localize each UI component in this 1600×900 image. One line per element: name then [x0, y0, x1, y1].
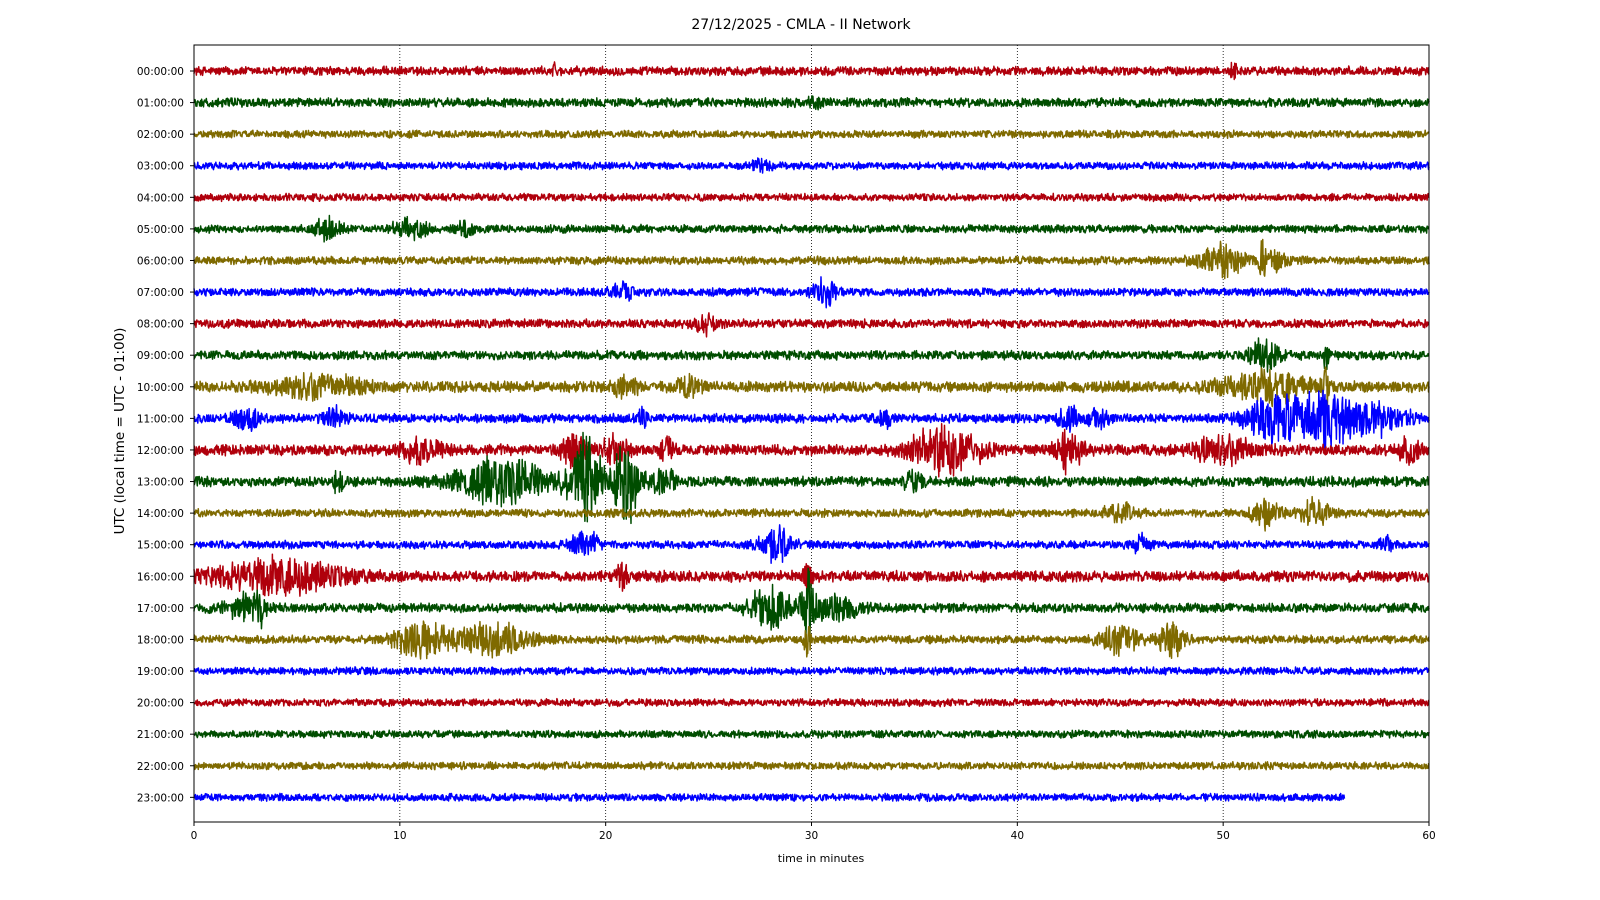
- trace-line: [193, 431, 1430, 525]
- y-tick-label: 10:00:00: [137, 382, 184, 394]
- y-tick-label: 20:00:00: [137, 698, 184, 710]
- y-tick-label: 11:00:00: [137, 413, 184, 425]
- y-tick-label: 02:00:00: [137, 129, 184, 141]
- x-tick-label: 50: [1216, 830, 1229, 842]
- y-tick-label: 08:00:00: [137, 319, 184, 331]
- y-tick-label: 07:00:00: [137, 287, 184, 299]
- trace-line: [193, 389, 1430, 455]
- trace-line: [193, 157, 1430, 174]
- y-tick-label: 00:00:00: [137, 66, 184, 78]
- trace-line: [193, 423, 1430, 478]
- trace-line: [193, 192, 1430, 203]
- x-tick-label: 10: [393, 830, 406, 842]
- trace-line: [193, 129, 1430, 139]
- trace-line: [193, 95, 1430, 111]
- x-tick-label: 60: [1422, 830, 1435, 842]
- trace-line: [193, 697, 1430, 708]
- y-tick-label: 23:00:00: [137, 792, 184, 804]
- y-tick-label: 21:00:00: [137, 729, 184, 741]
- y-tick-label: 04:00:00: [137, 192, 184, 204]
- y-tick-label: 03:00:00: [137, 161, 184, 173]
- x-tick-label: 40: [1011, 830, 1024, 842]
- x-axis-label: time in minutes: [778, 852, 865, 865]
- trace-line: [193, 729, 1430, 740]
- x-tick-label: 30: [805, 830, 818, 842]
- x-tick-label: 20: [599, 830, 612, 842]
- x-tick-label: 0: [191, 830, 198, 842]
- y-tick-label: 12:00:00: [137, 445, 184, 457]
- trace-line: [193, 276, 1430, 309]
- trace-line: [193, 666, 1430, 676]
- y-axis-ticks: 00:00:00 01:00:00 02:00:00 03:00:00 04:00:00…: [137, 66, 194, 804]
- trace-line: [193, 495, 1430, 532]
- y-tick-label: 13:00:00: [137, 477, 184, 489]
- trace-line: [193, 238, 1430, 280]
- y-tick-label: 19:00:00: [137, 666, 184, 678]
- trace-line: [193, 524, 1430, 564]
- x-axis-ticks: 0 10 20 30 40 50 60: [191, 822, 1436, 842]
- trace-line: [193, 366, 1430, 413]
- trace-line: [193, 567, 1430, 643]
- y-tick-label: 09:00:00: [137, 350, 184, 362]
- y-tick-label: 15:00:00: [137, 540, 184, 552]
- trace-line: [193, 61, 1430, 81]
- trace-line: [193, 792, 1346, 803]
- y-tick-label: 18:00:00: [137, 634, 184, 646]
- trace-line: [193, 337, 1430, 373]
- trace-line: [193, 760, 1430, 771]
- y-tick-label: 06:00:00: [137, 255, 184, 267]
- y-tick-label: 22:00:00: [137, 761, 184, 773]
- y-tick-label: 14:00:00: [137, 508, 184, 520]
- y-tick-label: 17:00:00: [137, 603, 184, 615]
- y-axis-label: UTC (local time = UTC - 01:00): [112, 328, 128, 535]
- trace-lines: [193, 61, 1430, 803]
- trace-line: [193, 620, 1430, 660]
- chart-title: 27/12/2025 - CMLA - II Network: [691, 17, 911, 33]
- trace-line: [193, 312, 1430, 338]
- trace-line: [193, 214, 1430, 243]
- y-tick-label: 16:00:00: [137, 571, 184, 583]
- y-tick-label: 05:00:00: [137, 224, 184, 236]
- grid-lines: [399, 45, 1224, 822]
- y-tick-label: 01:00:00: [137, 98, 184, 110]
